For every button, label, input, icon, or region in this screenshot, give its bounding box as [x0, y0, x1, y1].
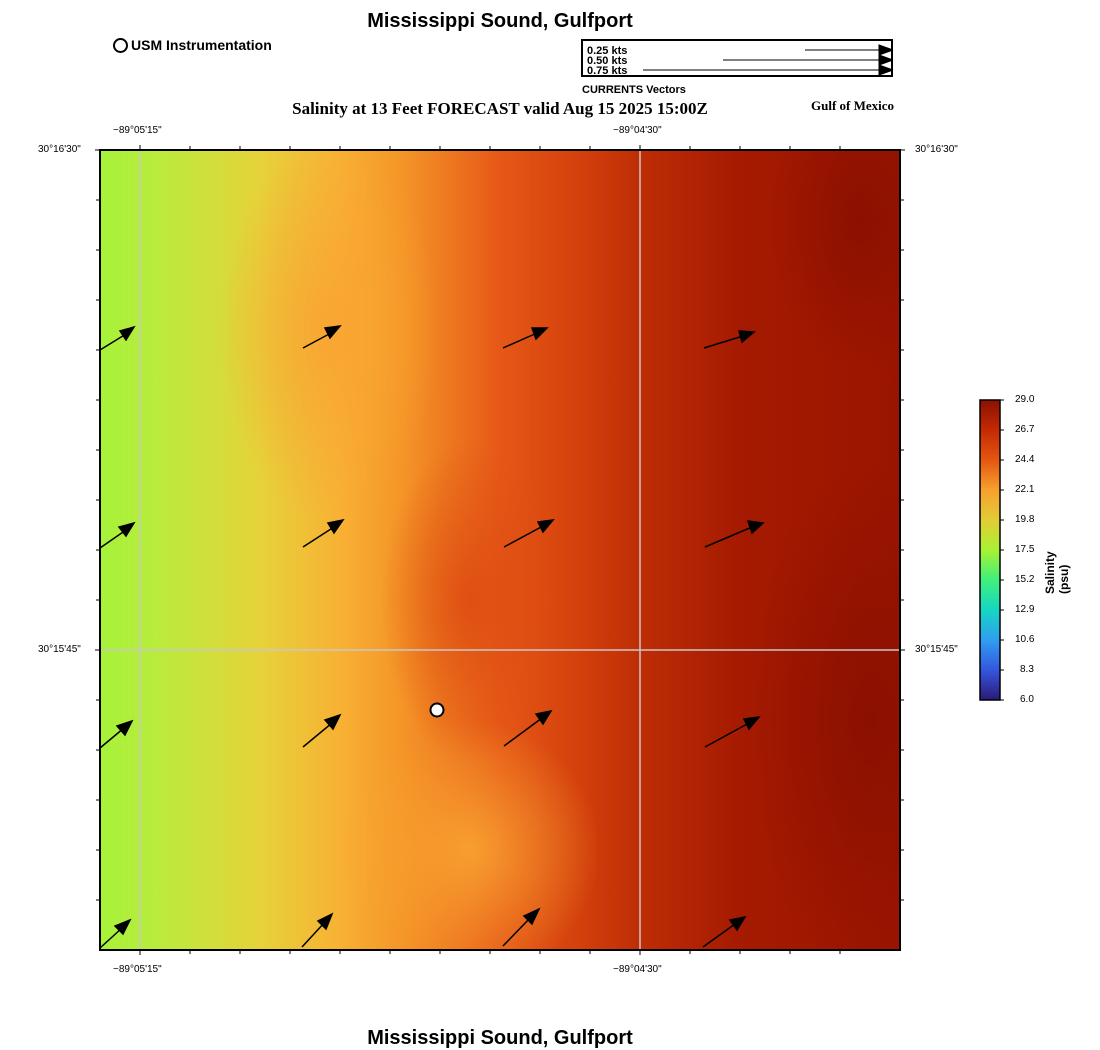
current-vector-icon: [302, 722, 333, 748]
current-vector-icon: [502, 916, 532, 947]
arrowhead-icon: [323, 713, 342, 731]
map-footer-title: Mississippi Sound, Gulfport: [367, 1027, 633, 1049]
scale-arrowhead-075-icon: [878, 64, 893, 76]
current-vector-icon: [302, 332, 332, 349]
map-subtitle: Salinity at 13 Feet FORECAST valid Aug 1…: [292, 99, 708, 118]
arrowhead-icon: [117, 521, 136, 538]
lon-label-top-2: −89°04'30": [613, 125, 662, 136]
vector-scale-label-1: 0.25 kts: [587, 45, 628, 57]
map-title: Mississippi Sound, Gulfport: [367, 10, 633, 32]
current-vector-icon: [703, 335, 744, 349]
arrowhead-icon: [534, 709, 553, 726]
lon-label-bottom-2: −89°04'30": [613, 964, 662, 975]
colorbar-tick-label: 12.9: [1015, 604, 1035, 615]
vector-scale-label-3: 0.75 kts: [587, 65, 628, 77]
current-vector-icon: [704, 722, 750, 748]
current-vector-icon: [301, 921, 326, 948]
current-vector-icon: [99, 927, 123, 949]
vector-scale-label-2: 0.50 kts: [587, 55, 628, 67]
station-legend-label: USM Instrumentation: [131, 37, 272, 53]
lon-label-bottom-1: −89°05'15": [113, 964, 162, 975]
arrowhead-icon: [746, 520, 765, 535]
arrowhead-icon: [316, 912, 334, 931]
station-legend: USM Instrumentation: [113, 37, 272, 53]
colorbar-tick-label: 8.3: [1020, 664, 1034, 675]
arrowhead-icon: [323, 325, 342, 340]
arrowhead-icon: [115, 719, 134, 737]
arrowhead-icon: [118, 325, 136, 342]
colorbar-tick-label: 26.7: [1015, 424, 1035, 435]
colorbar-tick-label: 17.5: [1015, 544, 1035, 555]
current-vector-icon: [99, 727, 125, 749]
colorbar-tick-label: 24.4: [1015, 454, 1035, 465]
vector-scale-caption: CURRENTS Vectors: [582, 84, 686, 96]
station-legend-circle-icon: [113, 37, 128, 53]
colorbar-tick-label: 29.0: [1015, 394, 1035, 405]
current-vector-icon: [99, 529, 127, 549]
frame-ticks: [95, 145, 905, 955]
lat-label-left-2: 30°15'45": [38, 644, 81, 655]
current-vector-icon: [704, 526, 753, 548]
scale-arrowhead-025-icon: [878, 44, 893, 56]
colorbar-tick-label: 10.6: [1015, 634, 1035, 645]
current-vector-icon: [503, 525, 544, 548]
vector-scale-box: 0.25 kts 0.50 kts 0.75 kts: [581, 39, 893, 77]
vector-scale-arrows: [643, 44, 893, 76]
colorbar-tick-label: 22.1: [1015, 484, 1035, 495]
current-vectors: [99, 325, 765, 949]
arrowhead-icon: [728, 915, 747, 932]
colorbar-tick-label: 19.8: [1015, 514, 1035, 525]
graticule: [100, 150, 900, 950]
lat-label-right-1: 30°16'30": [915, 144, 958, 155]
station-marker-icon: [429, 702, 445, 718]
lat-label-right-2: 30°15'45": [915, 644, 958, 655]
arrowhead-icon: [522, 907, 541, 926]
arrowhead-icon: [113, 918, 132, 936]
current-vector-icon: [99, 333, 127, 351]
arrowhead-icon: [326, 518, 345, 535]
lat-label-left-1: 30°16'30": [38, 144, 81, 155]
salinity-field: [100, 150, 900, 950]
arrowhead-icon: [536, 519, 555, 534]
arrowhead-icon: [742, 716, 761, 731]
arrowhead-icon: [737, 330, 756, 344]
arrowhead-icon: [530, 327, 549, 341]
current-vector-icon: [503, 717, 543, 747]
current-vector-icon: [502, 332, 538, 349]
colorbar-title: Salinity (psu): [1043, 551, 1071, 594]
colorbar: [979, 399, 1004, 701]
current-vector-icon: [302, 526, 335, 548]
colorbar-tick-label: 15.2: [1015, 574, 1035, 585]
colorbar-tick-label: 6.0: [1020, 694, 1034, 705]
lon-label-top-1: −89°05'15": [113, 125, 162, 136]
current-vector-icon: [702, 923, 736, 948]
scale-arrowhead-050-icon: [878, 54, 893, 66]
region-label: Gulf of Mexico: [811, 98, 895, 113]
colorbar-ramp: [979, 399, 1001, 701]
